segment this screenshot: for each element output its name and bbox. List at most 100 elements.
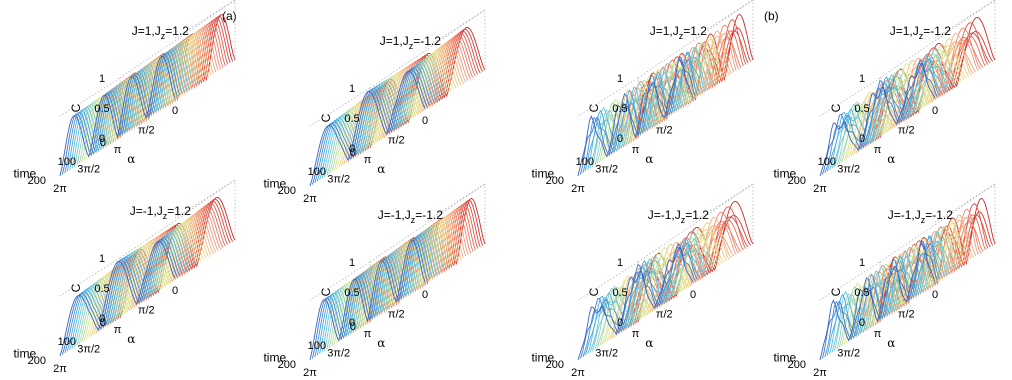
box-edge — [879, 183, 996, 263]
alpha-tick-label: 2π — [571, 183, 585, 195]
surface-slice — [100, 211, 217, 331]
time-axis-label: time — [531, 351, 554, 365]
box-edge — [309, 261, 371, 301]
surface-slice — [819, 239, 936, 361]
alpha-tick-label: 3π/2 — [77, 164, 100, 176]
alpha-tick-label: 2π — [53, 183, 67, 195]
z-tick-label: 1 — [617, 257, 623, 269]
box-edge — [934, 183, 996, 223]
box-edge — [174, 179, 236, 219]
time-tick-label: 200 — [788, 359, 806, 371]
alpha-axis-label: α — [377, 336, 385, 350]
surface-slice — [328, 56, 445, 174]
subplot-title: J=1,Jz=1.2 — [650, 24, 708, 41]
box-edge — [819, 77, 881, 117]
time-tick-label: 200 — [278, 185, 296, 197]
surface-slice — [879, 197, 996, 323]
alpha-tick-label: 2π — [53, 363, 67, 375]
z-tick-label: 0.5 — [612, 287, 627, 299]
surface-slice — [589, 241, 706, 353]
surface-slice — [64, 52, 181, 174]
z-tick-label: 0.5 — [612, 103, 627, 115]
surface-slice — [81, 225, 197, 343]
surface-slice — [872, 202, 989, 327]
subplot-title: J=-1,Jz=-1.2 — [378, 208, 444, 225]
alpha-tick-label: π — [364, 328, 372, 340]
time-tick-label: 0 — [100, 137, 106, 149]
time-tick-label: 200 — [278, 359, 296, 371]
alpha-tick-label: π/2 — [898, 125, 915, 137]
time-tick-label: 0 — [100, 317, 106, 329]
surface-slice — [841, 225, 958, 347]
time-axis-label: time — [531, 167, 554, 181]
surface-slice — [78, 226, 195, 344]
surface-slice — [874, 32, 991, 142]
box-edge — [309, 87, 371, 127]
surface-slice — [90, 218, 207, 337]
box-edge — [637, 0, 754, 79]
z-tick-label: 0 — [859, 317, 865, 329]
box-edge — [369, 183, 486, 263]
surface-slice — [637, 13, 754, 139]
z-axis-label: C — [319, 287, 333, 296]
alpha-axis-label: α — [377, 162, 385, 176]
surface-slice — [352, 39, 469, 159]
surface-slice — [105, 207, 221, 328]
z-tick-label: 0 — [617, 133, 623, 145]
surface-slice — [845, 48, 962, 160]
box-edge — [424, 183, 486, 223]
surface-slice — [843, 43, 960, 161]
surface-slice — [66, 50, 183, 172]
z-tick-label: 1 — [617, 73, 623, 85]
surface-slice — [331, 55, 447, 173]
z-tick-label: 1 — [859, 73, 865, 85]
surface-slice — [841, 50, 957, 163]
surface-slice — [85, 221, 202, 340]
surface-slice — [88, 219, 205, 338]
time-tick-label: 200 — [788, 175, 806, 187]
surface-slice — [309, 70, 426, 187]
time-axis-label: time — [773, 351, 796, 365]
alpha-tick-label: π — [874, 144, 882, 156]
surface-slice — [73, 45, 190, 167]
alpha-tick-label: π — [874, 328, 882, 340]
surface-slice — [608, 222, 725, 341]
alpha-tick-label: π/2 — [656, 309, 673, 321]
surface-slice — [314, 236, 431, 358]
z-tick-label: 0 — [859, 133, 865, 145]
surface-slice — [850, 38, 967, 157]
z-tick-label: 1 — [349, 83, 355, 95]
alpha-axis-label: α — [887, 152, 895, 166]
box-edge — [819, 261, 881, 301]
alpha-tick-label: 0 — [932, 105, 938, 117]
surface-slice — [608, 36, 725, 157]
alpha-tick-label: 2π — [571, 367, 585, 379]
z-tick-label: 1 — [99, 73, 105, 85]
z-axis-label: C — [829, 287, 843, 296]
alpha-tick-label: 2π — [813, 367, 827, 379]
box-edge — [59, 257, 121, 297]
box-edge — [174, 0, 236, 39]
alpha-tick-label: π — [114, 324, 122, 336]
box-edge — [119, 0, 236, 79]
subplot-title: J=-1,Jz=1.2 — [130, 204, 192, 221]
alpha-tick-label: 3π/2 — [327, 348, 350, 360]
surface-slice — [109, 203, 226, 325]
surface-slice — [309, 239, 426, 361]
box-edge — [424, 9, 486, 49]
z-axis-label: C — [587, 103, 601, 112]
surface-slice — [824, 242, 941, 358]
surface-slice — [97, 212, 214, 332]
z-axis-label: C — [587, 287, 601, 296]
box-edge — [692, 183, 754, 223]
surface-slice — [340, 48, 457, 167]
surface-slice — [59, 55, 176, 177]
subplot-title: J=1,Jz=-1.2 — [380, 34, 442, 51]
alpha-tick-label: 3π/2 — [837, 164, 860, 176]
subplot-title: J=1,Jz=1.2 — [132, 24, 190, 41]
box-edge — [934, 0, 996, 39]
box-edge — [59, 77, 121, 117]
surface-slice — [601, 227, 718, 345]
time-tick-label: 200 — [28, 355, 46, 367]
